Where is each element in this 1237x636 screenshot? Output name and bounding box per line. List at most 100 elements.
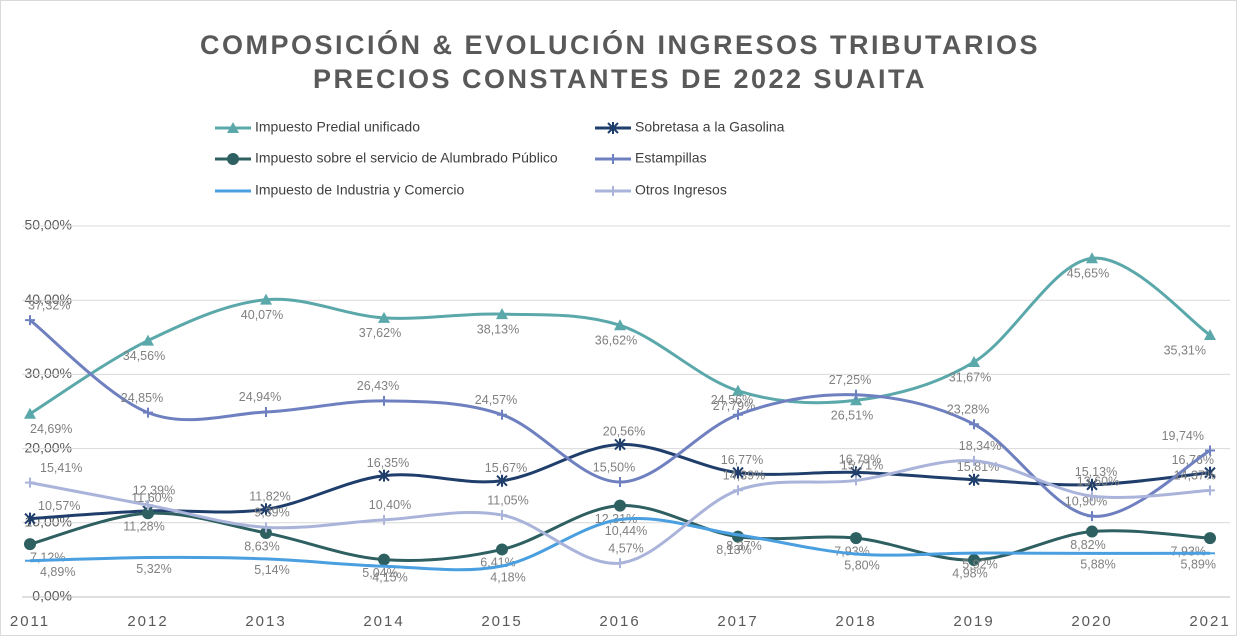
data-label: 5,80% [844, 558, 879, 572]
x-tick-label: 2016 [599, 613, 640, 630]
data-point [378, 553, 390, 566]
x-tick-label: 2020 [1071, 613, 1112, 630]
x-tick-label: 2012 [127, 613, 168, 630]
data-point [142, 334, 154, 346]
data-point [969, 419, 979, 430]
legend-label: Impuesto sobre el servicio de Alumbrado … [255, 150, 558, 166]
data-point [260, 293, 272, 305]
data-label: 15,50% [593, 460, 635, 474]
data-point [851, 475, 861, 486]
data-point [496, 543, 508, 556]
data-point [143, 407, 153, 418]
data-label: 14,37% [1174, 469, 1216, 483]
data-label: 11,28% [123, 520, 164, 534]
data-label: 26,51% [831, 409, 873, 423]
legend-marker [608, 186, 618, 196]
data-point [497, 409, 507, 420]
data-label: 4,57% [608, 541, 643, 555]
legend-marker [607, 122, 619, 134]
data-label: 18,34% [959, 439, 1001, 453]
y-tick-label: 40,00% [25, 291, 72, 307]
data-point [378, 469, 390, 482]
legend-label: Otros Ingresos [635, 182, 727, 198]
data-point [379, 514, 389, 525]
x-tick-label: 2019 [953, 613, 994, 630]
data-label: 8,63% [244, 539, 279, 553]
data-label: 27,79% [713, 399, 755, 413]
legend-marker [227, 153, 239, 165]
data-label: 11,82% [249, 490, 290, 504]
data-label: 10,44% [605, 524, 647, 538]
data-label: 24,85% [121, 391, 163, 405]
data-point [1086, 252, 1098, 264]
x-tick-label: 2011 [10, 613, 50, 630]
data-point [968, 356, 980, 368]
data-point [24, 512, 36, 525]
data-label: 13,60% [1077, 474, 1119, 488]
data-point [1204, 328, 1216, 340]
data-point [25, 477, 35, 488]
data-label: 15,67% [485, 461, 527, 475]
data-label: 31,67% [949, 370, 991, 384]
data-point [24, 538, 36, 551]
data-label: 7,12% [30, 550, 65, 564]
data-point [614, 438, 626, 451]
legend-marker [608, 154, 618, 164]
data-label: 24,94% [239, 390, 281, 404]
data-label: 5,32% [136, 562, 171, 576]
data-label: 4,89% [40, 565, 75, 579]
data-point [733, 485, 743, 496]
data-point [261, 522, 271, 533]
data-label: 14,39% [723, 469, 765, 483]
data-point [379, 395, 389, 406]
data-label: 16,35% [367, 456, 409, 470]
data-label: 5,89% [1181, 558, 1216, 572]
data-label: 37,62% [359, 326, 401, 340]
x-tick-label: 2015 [481, 613, 522, 630]
data-label: 40,07% [241, 308, 283, 322]
data-label: 24,57% [475, 393, 517, 407]
data-label: 16,79% [839, 453, 881, 467]
data-point [1087, 511, 1097, 522]
data-point [850, 532, 862, 545]
data-label: 8,13% [716, 543, 751, 557]
legend-marker [227, 122, 239, 133]
data-label: 24,69% [30, 422, 72, 436]
data-label: 27,25% [829, 373, 871, 387]
data-point [25, 315, 35, 326]
data-point [732, 384, 744, 396]
data-point [378, 311, 390, 323]
data-point [1204, 466, 1216, 479]
legend-label: Impuesto de Industria y Comercio [255, 182, 465, 198]
x-tick-label: 2018 [835, 613, 876, 630]
data-label: 5,88% [1080, 558, 1115, 572]
data-label: 15,41% [40, 461, 82, 475]
data-point [1086, 525, 1098, 538]
data-point [968, 473, 980, 486]
data-point [1087, 491, 1097, 502]
data-label: 19,74% [1162, 429, 1204, 443]
data-label: 34,56% [123, 349, 165, 363]
y-tick-label: 20,00% [25, 439, 72, 455]
data-point [968, 554, 980, 567]
data-label: 5,04% [362, 566, 397, 580]
data-label: 37,32% [28, 298, 70, 312]
data-point [260, 526, 272, 539]
y-tick-label: 0,00% [32, 588, 72, 604]
data-label: 35,31% [1164, 343, 1206, 357]
data-point [496, 308, 508, 320]
data-point [615, 558, 625, 569]
data-point [261, 406, 271, 417]
data-point [142, 507, 154, 520]
data-point [851, 389, 861, 400]
y-tick-label: 50,00% [25, 217, 72, 233]
data-label: 36,62% [595, 334, 637, 348]
data-label: 5,92% [962, 557, 997, 571]
series-line [29, 256, 1211, 416]
chart-title: COMPOSICIÓN & EVOLUCIÓN INGRESOS TRIBUTA… [199, 30, 1041, 94]
data-label: 7,93% [1171, 544, 1206, 558]
data-label: 4,98% [952, 566, 987, 580]
data-point [1204, 532, 1216, 545]
